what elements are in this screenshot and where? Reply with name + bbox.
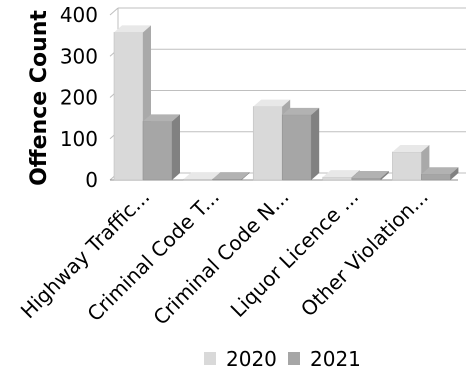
- bar-2021-4: [351, 170, 389, 181]
- legend-swatch: [288, 352, 300, 365]
- x-category-label: Other Violation...: [296, 185, 433, 322]
- bar-2021-1: [142, 114, 180, 181]
- legend-label: 2021: [310, 347, 361, 371]
- legend-swatch: [204, 352, 216, 365]
- legend: 2020 2021: [204, 347, 361, 371]
- x-axis-categories: Highway Traffic...Criminal Code T...Crim…: [16, 185, 433, 330]
- bar-2021-2: [212, 172, 250, 181]
- x-category-label: Criminal Code N...: [148, 185, 293, 330]
- bar-2021-5: [421, 167, 459, 181]
- x-category-label: Highway Traffic...: [16, 185, 155, 324]
- bars: [113, 25, 459, 181]
- y-tick-label: 100: [60, 127, 98, 151]
- bar-2021-3: [281, 107, 320, 181]
- bar-2020-5: [392, 144, 430, 181]
- legend-label: 2020: [226, 347, 277, 371]
- y-tick-label: 0: [85, 168, 98, 192]
- y-axis-label: Offence Count: [27, 10, 52, 186]
- y-tick-label: 400: [60, 3, 98, 27]
- x-category-label: Liquor Licence ...: [226, 185, 363, 322]
- y-tick-label: 200: [60, 86, 98, 110]
- bar-2020-1: [113, 25, 151, 181]
- y-axis-ticks: 0 100 200 300 400: [60, 3, 98, 192]
- gridline-diagonal: [109, 7, 119, 16]
- x-category-label: Criminal Code T...: [82, 185, 223, 326]
- y-tick-label: 300: [60, 44, 98, 68]
